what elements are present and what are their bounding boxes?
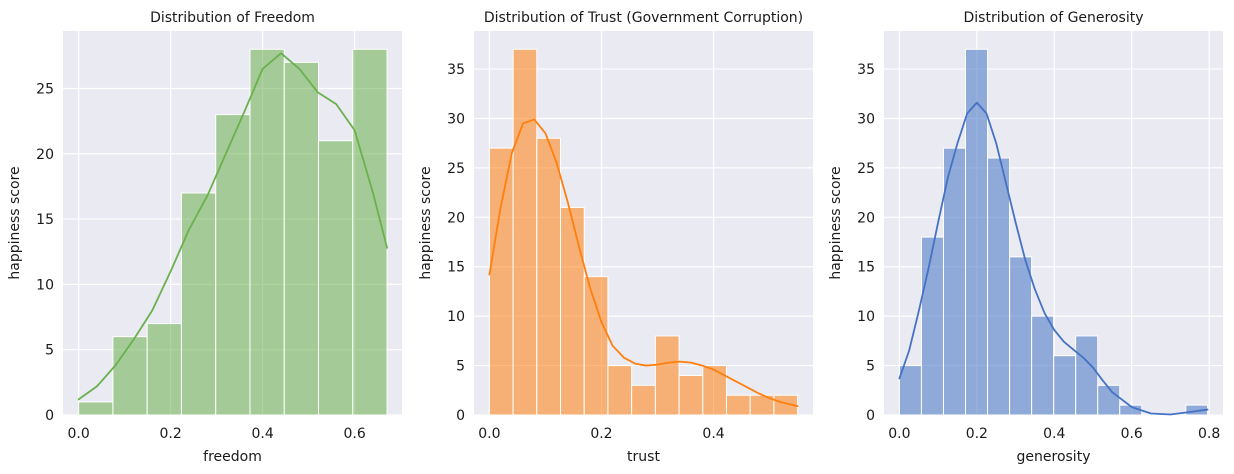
- y-tick-label: 15: [36, 212, 54, 228]
- chart-panel-1: 0 5 10 15 20 25 30 35 0.0 0.2 0.4 Distribution of T…: [418, 10, 813, 465]
- y-tick-label: 10: [447, 309, 465, 325]
- y-tick-label: 15: [857, 260, 875, 276]
- y-tick-label: 5: [45, 343, 54, 359]
- x-tick-label: 0.0: [478, 426, 500, 442]
- histogram-bar: [249, 48, 285, 416]
- histogram-bar: [607, 365, 633, 416]
- y-axis-label: happiness score: [828, 166, 844, 279]
- y-tick-label: 25: [857, 161, 875, 177]
- y-tick-label: 0: [456, 408, 465, 424]
- histogram-bar: [920, 236, 944, 416]
- y-tick-label: 15: [447, 260, 465, 276]
- y-tick-label: 10: [36, 277, 54, 293]
- chart-title: Distribution of Generosity: [964, 10, 1144, 26]
- x-axis-label: trust: [627, 449, 660, 465]
- y-tick-label: 35: [857, 62, 875, 78]
- histogram-bar: [1009, 256, 1033, 416]
- x-tick-label: 0.8: [1198, 426, 1220, 442]
- histogram-bar: [1075, 335, 1099, 416]
- histogram-bar: [942, 147, 966, 416]
- histogram-bar: [987, 157, 1011, 416]
- x-tick-label: 0.2: [590, 426, 612, 442]
- histogram-bar: [583, 276, 609, 416]
- y-tick-label: 0: [866, 408, 875, 424]
- histogram-bar: [725, 394, 751, 416]
- histogram-bar: [702, 365, 727, 416]
- y-tick-label: 5: [866, 359, 875, 375]
- histogram-bar: [1031, 315, 1055, 416]
- kde-line: [488, 118, 799, 408]
- histogram-bar: [146, 323, 182, 416]
- x-axis-label: generosity: [1017, 449, 1091, 465]
- y-tick-label: 20: [447, 210, 465, 226]
- y-tick-label: 30: [447, 111, 465, 127]
- histogram-bar: [318, 140, 354, 416]
- histogram-bar: [631, 384, 656, 416]
- chart-title: Distribution of Freedom: [150, 10, 315, 26]
- y-tick-label: 25: [36, 81, 54, 97]
- chart-panel-2: 0 5 10 15 20 25 30 35 0.0 0.2 0.4 0.6 0.8 Distributio…: [828, 10, 1223, 465]
- histogram-bar: [488, 147, 514, 416]
- histogram-bar: [560, 206, 585, 416]
- histogram-bar: [180, 192, 217, 416]
- y-tick-label: 10: [857, 309, 875, 325]
- y-axis-label: happiness score: [418, 166, 434, 279]
- chart-panel-0: 0 5 10 15 20 25 0.0 0.2 0.4 0.6 Distribution of Fr…: [7, 10, 402, 465]
- x-tick-label: 0.2: [160, 426, 182, 442]
- x-tick-label: 0.6: [1121, 426, 1143, 442]
- x-axis-label: freedom: [203, 449, 262, 465]
- x-tick-label: 0.0: [68, 426, 90, 442]
- histogram-bar: [773, 394, 799, 416]
- histogram-bar: [512, 48, 538, 416]
- histogram-bar: [678, 374, 704, 416]
- y-tick-label: 30: [857, 111, 875, 127]
- histogram-bar: [352, 48, 388, 416]
- kde-line: [898, 101, 1209, 416]
- x-tick-label: 0.6: [343, 426, 365, 442]
- histogram-bar: [1053, 355, 1077, 416]
- y-tick-label: 20: [36, 147, 54, 163]
- histogram-bar: [898, 365, 922, 416]
- histogram-bar: [654, 335, 680, 416]
- x-tick-label: 0.0: [888, 426, 910, 442]
- histogram-bar: [283, 61, 320, 416]
- histogram-bar: [78, 401, 114, 416]
- y-tick-label: 5: [456, 359, 465, 375]
- x-tick-label: 0.4: [251, 426, 273, 442]
- x-tick-label: 0.4: [702, 426, 724, 442]
- chart-title: Distribution of Trust (Government Corrup…: [484, 10, 803, 26]
- x-tick-label: 0.2: [966, 426, 988, 442]
- histogram-bar: [1097, 384, 1121, 416]
- y-tick-label: 0: [45, 408, 54, 424]
- x-tick-label: 0.4: [1043, 426, 1065, 442]
- y-tick-label: 20: [857, 210, 875, 226]
- kde-line: [77, 52, 388, 401]
- y-axis-label: happiness score: [7, 166, 23, 279]
- y-tick-label: 25: [447, 161, 465, 177]
- histogram-bar: [215, 114, 251, 416]
- histogram-bar: [112, 336, 148, 416]
- histogram-bar: [536, 137, 562, 416]
- y-tick-label: 35: [447, 62, 465, 78]
